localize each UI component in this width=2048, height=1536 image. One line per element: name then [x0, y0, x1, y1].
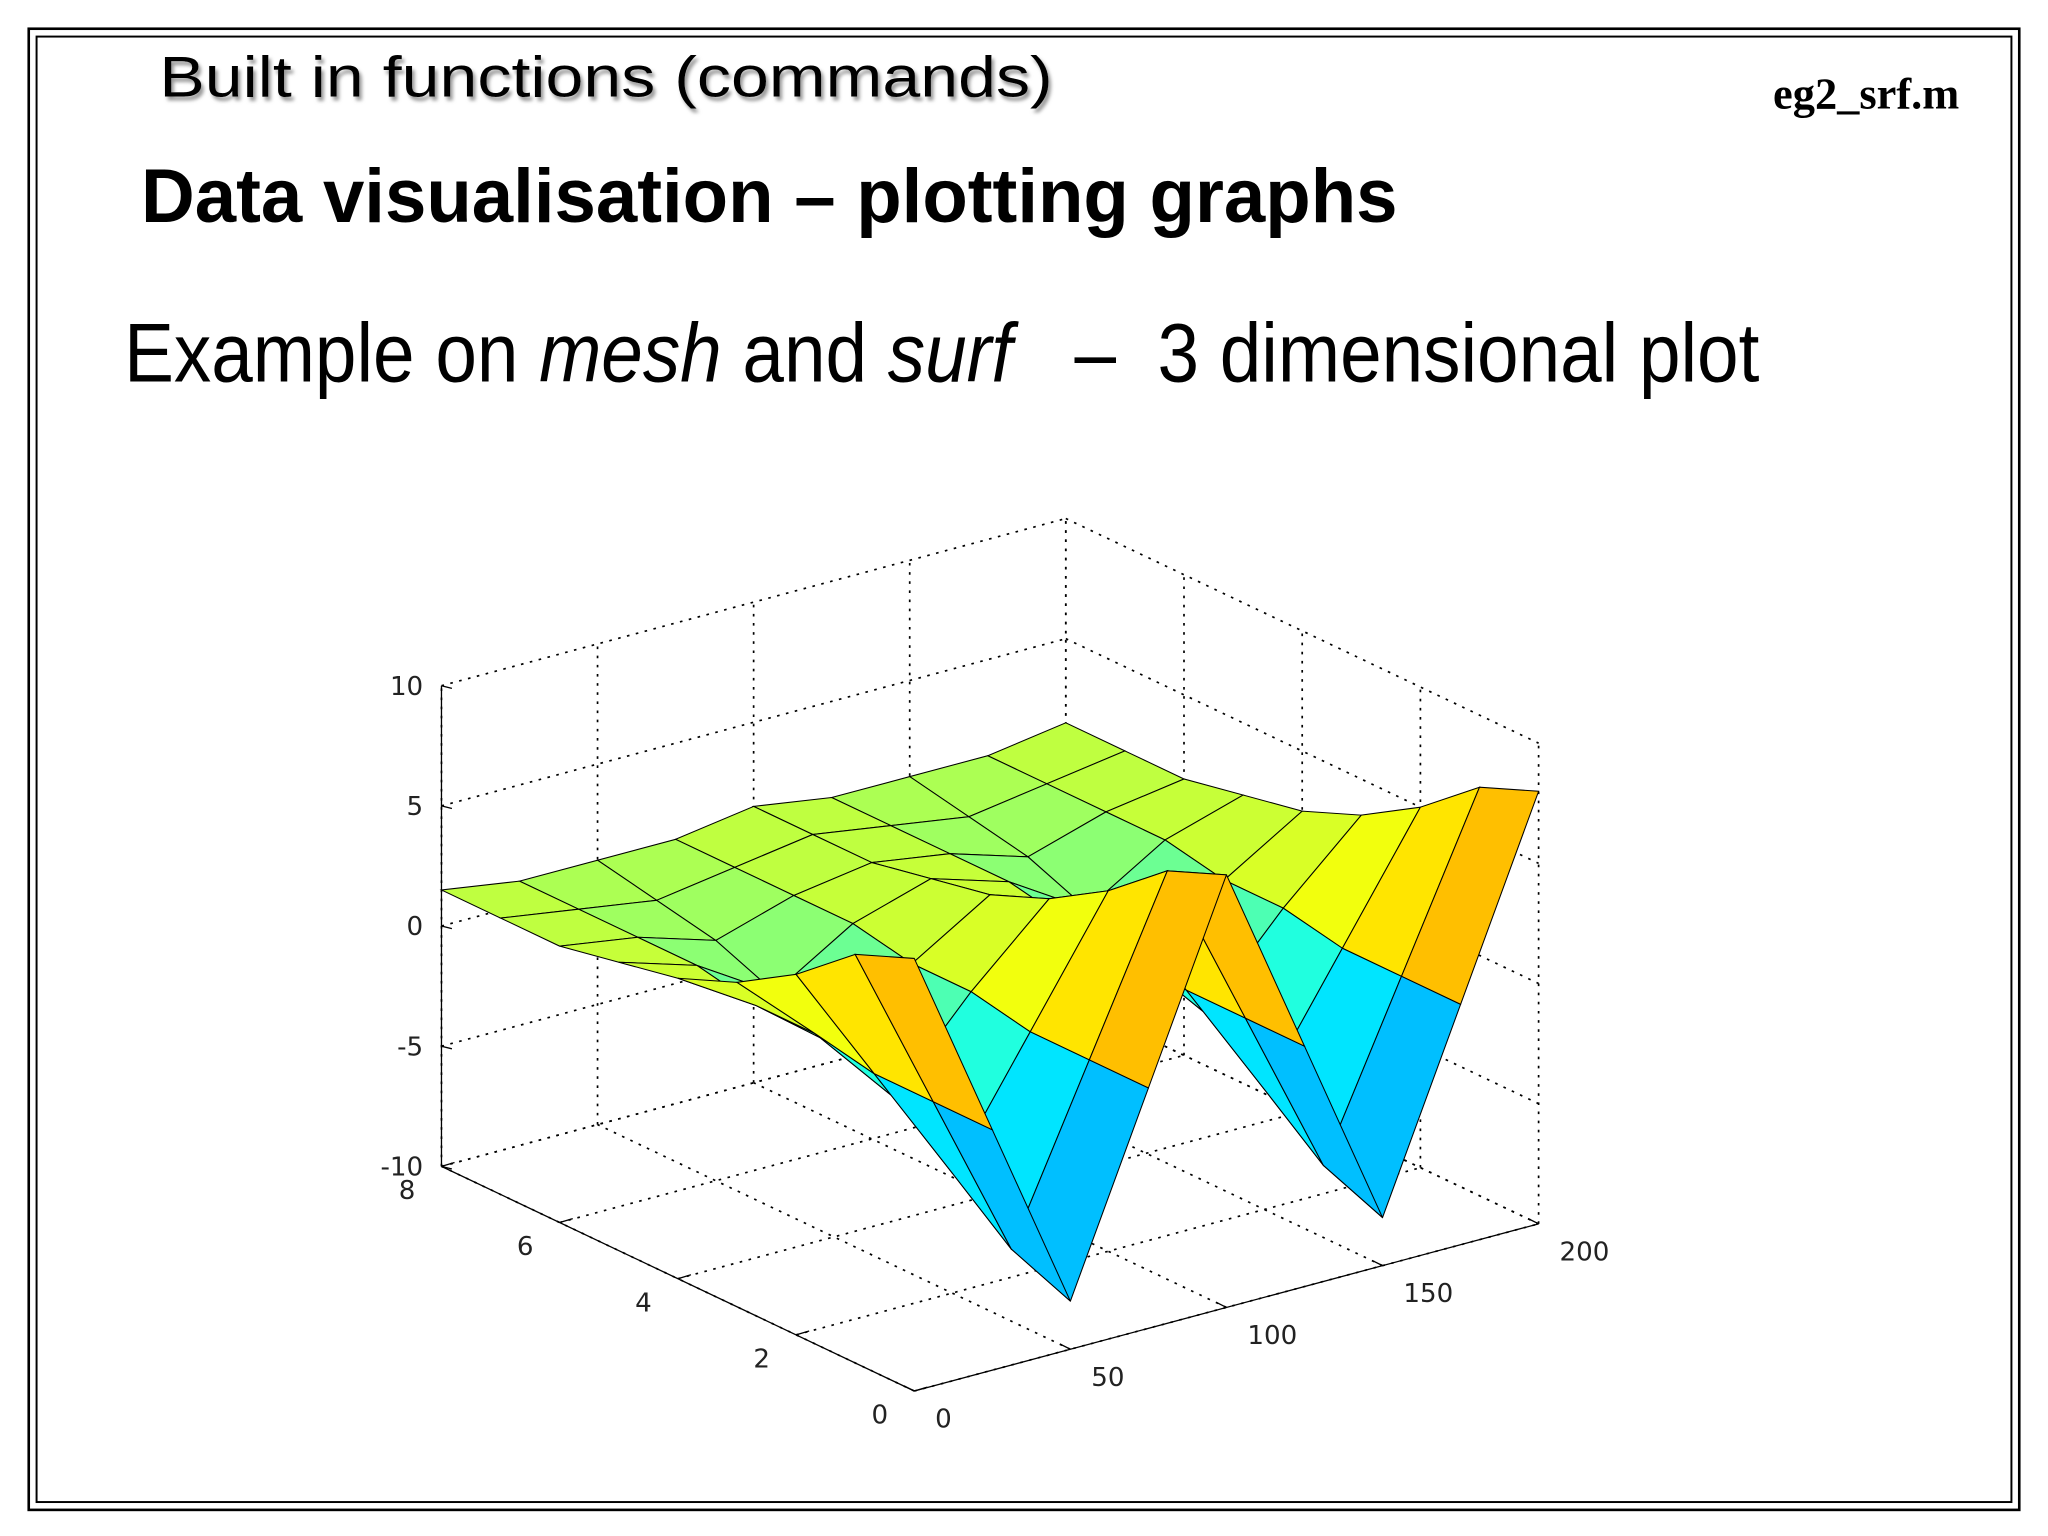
x-tick [1371, 1259, 1383, 1267]
z-tick [441, 1045, 453, 1050]
x-tick-label: 150 [1403, 1279, 1453, 1309]
z-tick-label: -10 [381, 1153, 424, 1183]
x-tick [1215, 1301, 1227, 1309]
surface-facet [854, 953, 994, 1131]
z-tick [441, 685, 453, 689]
y-tick-label: 0 [872, 1401, 889, 1431]
subtitle-part: – 3 dimensional plot [1012, 305, 1759, 399]
filename: eg2_srf.m [1773, 68, 1959, 118]
header: Built in functions (commands) [159, 46, 1052, 110]
z-tick-label: 5 [407, 792, 424, 822]
z-tick [441, 805, 453, 810]
y-tick-label: 2 [753, 1345, 770, 1375]
z-tick [441, 925, 453, 930]
y-tick-label: 4 [635, 1288, 652, 1318]
z-tick-label: 0 [407, 912, 424, 942]
y-tick [677, 1274, 692, 1280]
x-tick [1527, 1218, 1539, 1225]
x-tick-label: 0 [935, 1405, 952, 1435]
subtitle-part: mesh [539, 305, 722, 399]
z-tick [441, 1165, 453, 1170]
title: Data visualisation – plotting graphs [141, 154, 1397, 239]
subtitle-part: Example on [124, 305, 539, 399]
y-tick [559, 1217, 573, 1224]
subtitle-part: surf [888, 305, 1019, 399]
x-tick-label: 50 [1091, 1363, 1124, 1393]
y-tick [441, 1161, 455, 1167]
subtitle: Example on mesh and surf – 3 dimensional… [124, 305, 1759, 399]
x-tick-label: 100 [1247, 1321, 1297, 1351]
x-tick-label: 200 [1560, 1237, 1610, 1267]
frame-outer [27, 27, 2021, 1512]
subtitle-part: and [722, 305, 888, 399]
x-tick [903, 1385, 915, 1392]
y-tick-label: 6 [517, 1232, 534, 1262]
y-tick [914, 1386, 928, 1392]
z-tick-label: 10 [390, 672, 423, 702]
y-tick-label: 8 [399, 1176, 416, 1206]
y-tick [795, 1330, 810, 1336]
grid-line [1065, 517, 1539, 744]
frame-inner [35, 35, 2013, 1504]
x-tick [1059, 1343, 1071, 1350]
z-tick-label: -5 [397, 1032, 423, 1062]
